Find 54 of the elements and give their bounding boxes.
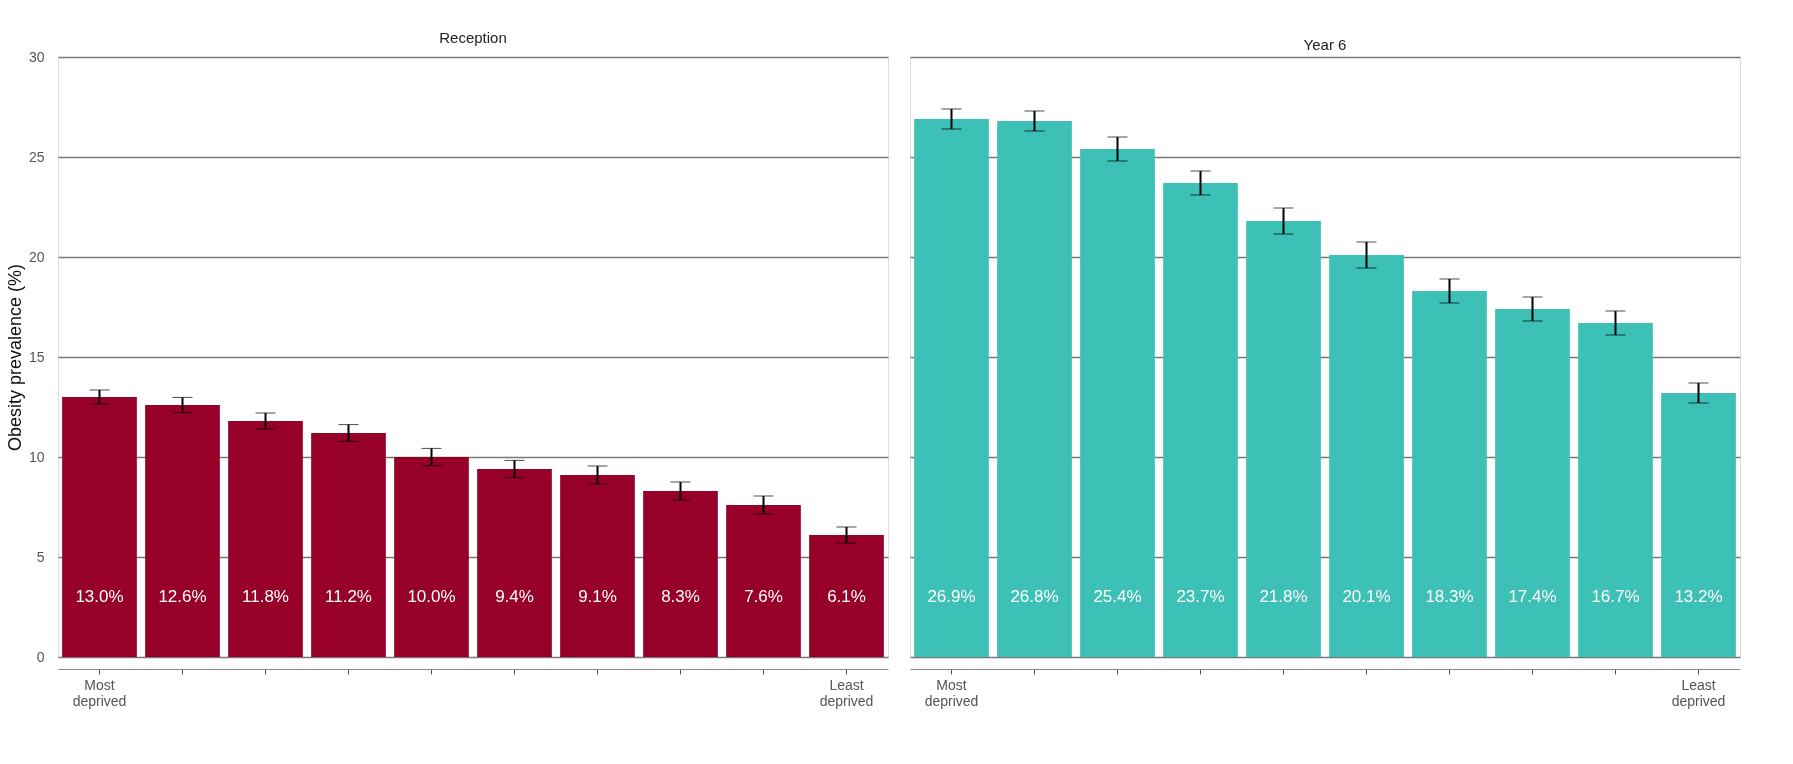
data-label: 10.0% bbox=[407, 587, 456, 606]
bar bbox=[914, 119, 989, 657]
bar bbox=[1163, 183, 1238, 657]
data-label: 20.1% bbox=[1342, 587, 1391, 606]
y-tick-label: 0 bbox=[36, 648, 45, 665]
bar bbox=[809, 535, 884, 657]
chart-title: Reception bbox=[439, 29, 507, 46]
bar bbox=[1578, 323, 1653, 657]
bar bbox=[643, 491, 718, 657]
data-label: 21.8% bbox=[1259, 587, 1308, 606]
data-label: 16.7% bbox=[1591, 587, 1640, 606]
y-tick-label: 20 bbox=[28, 248, 45, 265]
data-label: 7.6% bbox=[744, 587, 783, 606]
data-label: 26.9% bbox=[927, 587, 976, 606]
data-label: 9.1% bbox=[578, 587, 617, 606]
y-tick-label: 15 bbox=[28, 348, 45, 365]
y-tick-label: 25 bbox=[28, 148, 45, 165]
data-label: 13.0% bbox=[75, 587, 124, 606]
data-label: 13.2% bbox=[1674, 587, 1723, 606]
bar bbox=[997, 121, 1072, 657]
bar bbox=[726, 505, 801, 657]
bar bbox=[1246, 221, 1321, 657]
bar bbox=[1412, 291, 1487, 657]
data-label: 11.2% bbox=[325, 587, 372, 606]
bar bbox=[394, 457, 469, 657]
bar bbox=[1661, 393, 1736, 657]
bar bbox=[477, 469, 552, 657]
bar bbox=[311, 433, 386, 657]
bar bbox=[1329, 255, 1404, 657]
data-label: 6.1% bbox=[827, 587, 866, 606]
bar bbox=[228, 421, 303, 657]
y-axis-title: Obesity prevalence (%) bbox=[4, 263, 25, 452]
x-tick-label: Most deprived bbox=[72, 676, 127, 709]
data-label: 8.3% bbox=[661, 587, 700, 606]
data-label: 11.8% bbox=[242, 587, 289, 606]
y-tick-label: 30 bbox=[28, 48, 45, 65]
data-label: 25.4% bbox=[1093, 587, 1142, 606]
x-tick-label: Most deprived bbox=[924, 676, 979, 709]
x-tick-label: Least deprived bbox=[1671, 676, 1726, 709]
data-label: 17.4% bbox=[1508, 587, 1557, 606]
data-label: 18.3% bbox=[1425, 587, 1474, 606]
bar bbox=[560, 475, 635, 657]
bar bbox=[1495, 309, 1570, 657]
data-label: 26.8% bbox=[1010, 587, 1059, 606]
x-tick-label: Least deprived bbox=[819, 676, 874, 709]
data-label: 9.4% bbox=[495, 587, 534, 606]
bar bbox=[145, 405, 220, 657]
y-tick-label: 10 bbox=[28, 448, 45, 465]
bar bbox=[1080, 149, 1155, 657]
chart-title: Year 6 bbox=[1303, 36, 1347, 53]
y-tick-label: 5 bbox=[36, 548, 45, 565]
data-label: 23.7% bbox=[1176, 587, 1225, 606]
data-label: 12.6% bbox=[158, 587, 207, 606]
bar bbox=[62, 397, 137, 657]
